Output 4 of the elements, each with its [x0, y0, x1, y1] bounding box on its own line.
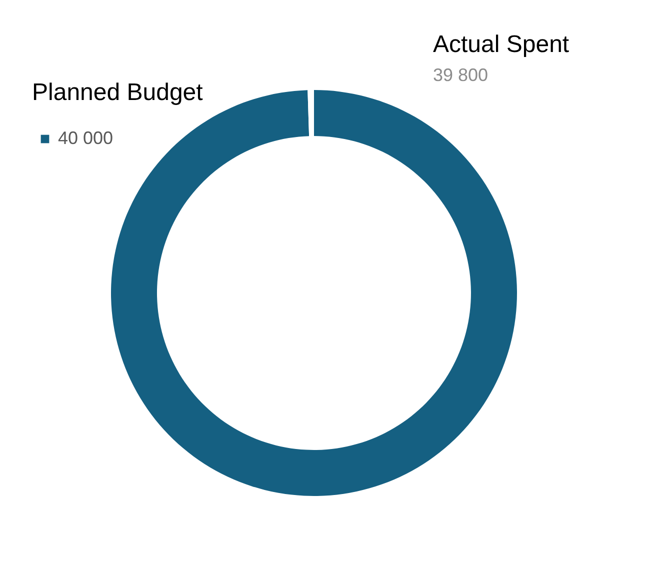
text: Planned Budget: [32, 79, 204, 106]
legend-label: 40 000: [58, 128, 114, 148]
data-label: 39 800: [433, 65, 488, 85]
slice-label: Actual Spent: [433, 31, 570, 58]
